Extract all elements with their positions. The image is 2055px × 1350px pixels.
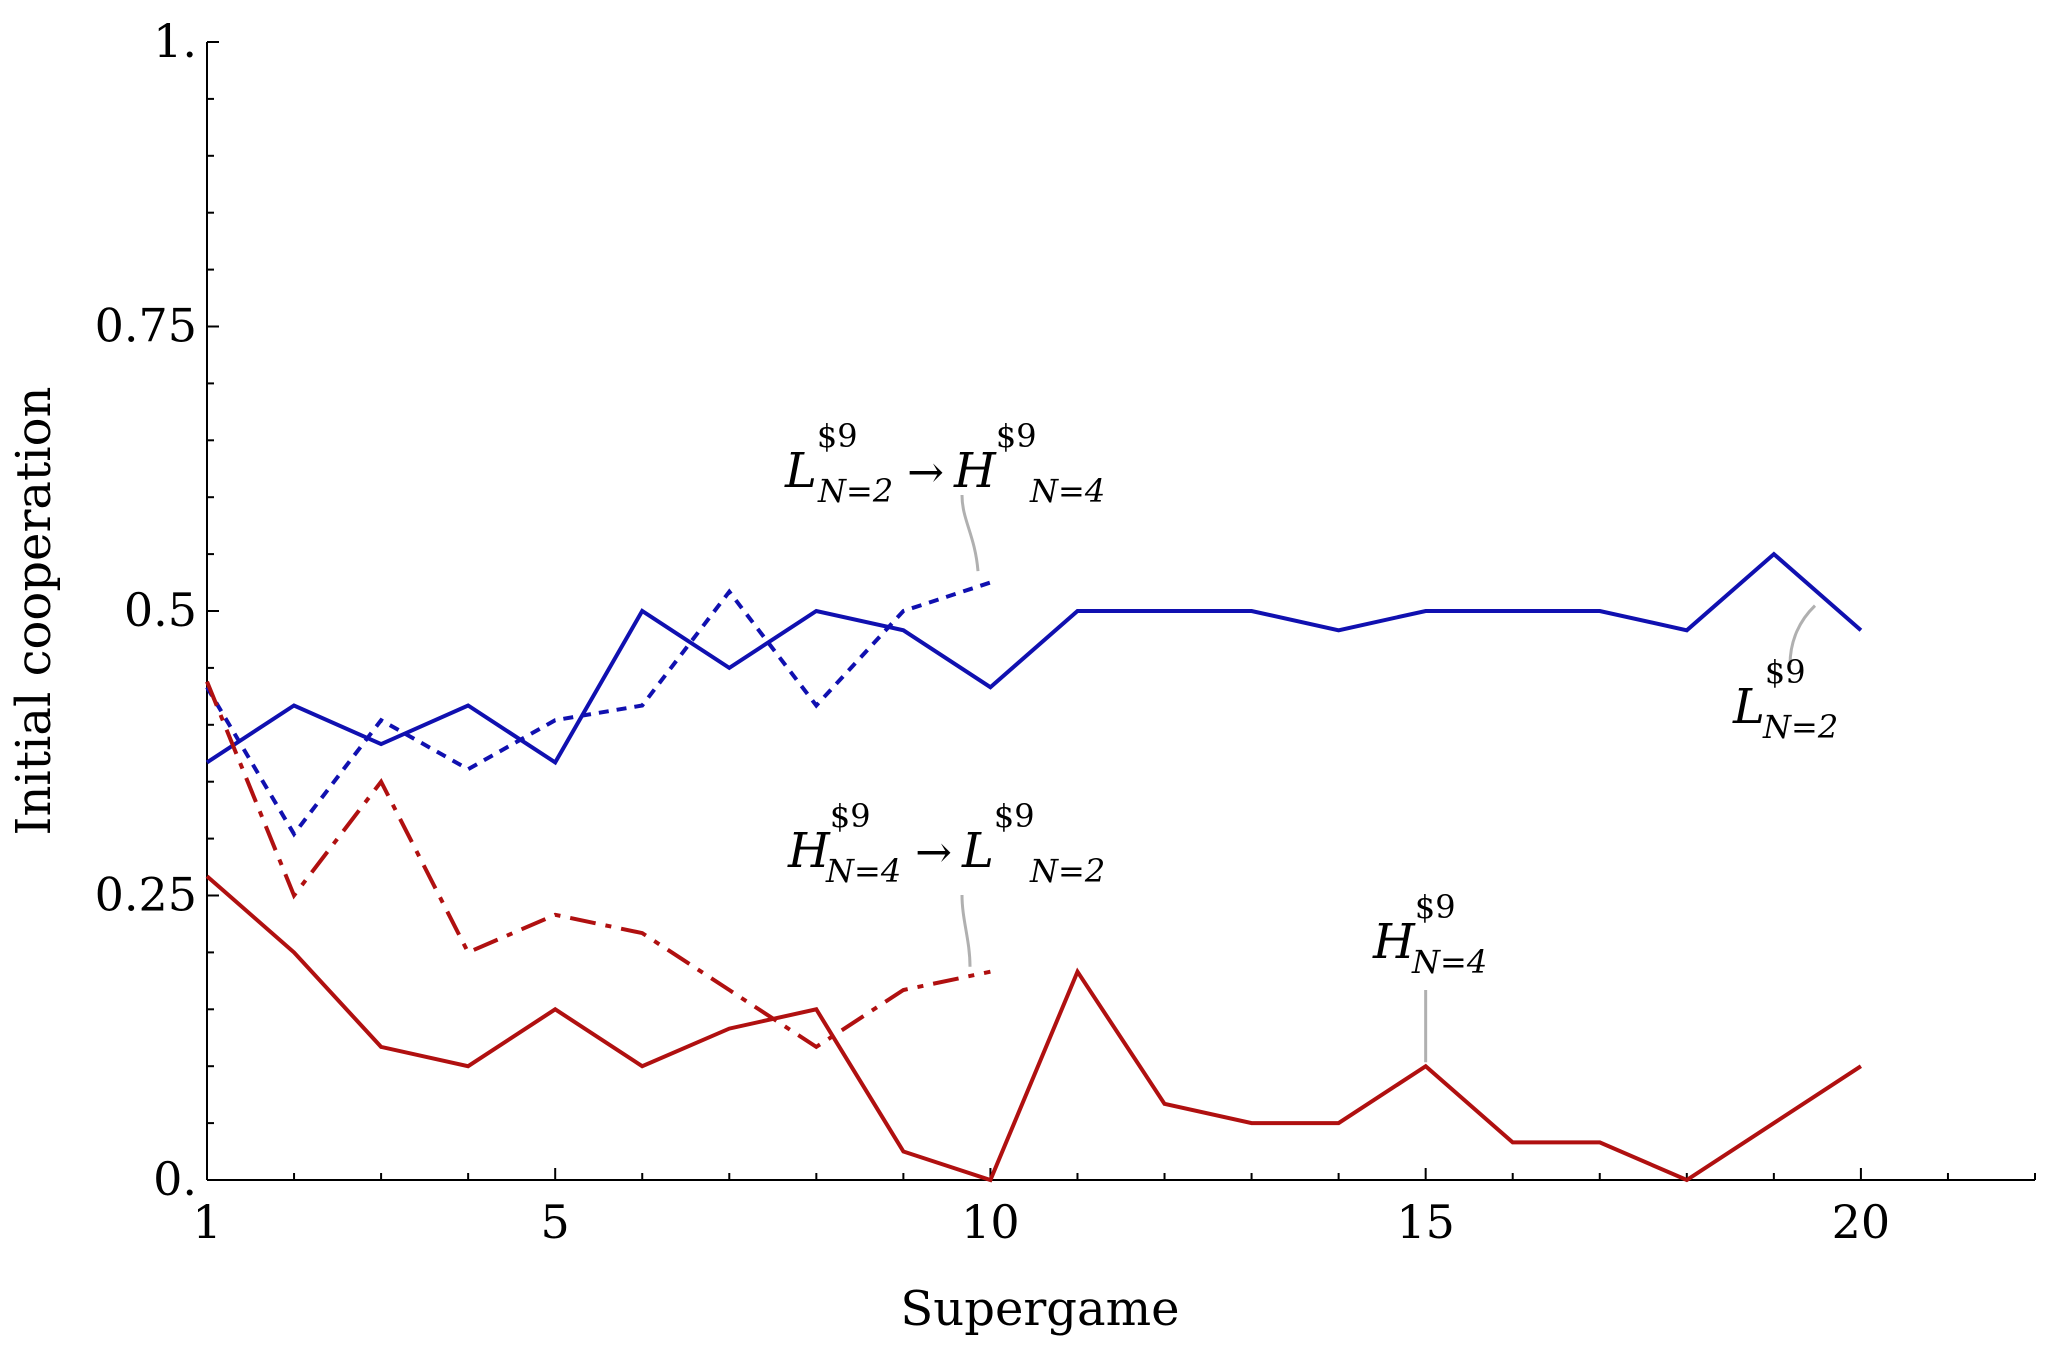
ann2-arrow: → [915,827,952,878]
x-tick-label: 10 [961,1195,1020,1249]
y-tick-label: 0.25 [95,868,197,922]
ticks: 1 5 10 15 200.0.250.50.751. [95,14,2036,1249]
leader-dashdot-red [960,894,972,967]
leader-solid-blue [1788,604,1817,666]
x-tick-label: 20 [1832,1195,1891,1249]
y-tick-label: 0.75 [95,299,197,353]
annotation-dashdot-red-label: H$9 N=4 → L$9 N=2 [787,797,1105,890]
series-red-solid [205,874,1862,1183]
x-tick-label: 1 [192,1195,221,1249]
x-axis-title: Supergame [900,1281,1179,1337]
ann2-sub2: N=2 [1029,852,1105,890]
ann1-sup2: $9 [996,417,1037,455]
ann2-main2: L [961,823,994,879]
leader-dotted-blue [960,494,980,572]
y-axis-title: Initial cooperation [6,387,62,836]
ann1-sub1: N=2 [817,472,893,510]
annotation-dotted-blue-label: L$9 N=2 → H$9 N=4 [784,417,1105,510]
ann1-sup1: $9 [817,417,858,455]
ann4-sub1: N=4 [1411,943,1487,981]
series-layer [205,551,1863,1183]
series-blue-dotted [205,580,992,838]
ann4-sup1: $9 [1415,888,1456,926]
ann2-sub1: N=4 [825,852,901,890]
ann2-main1: H [787,823,831,879]
ann3-sup1: $9 [1765,653,1806,691]
ann1-arrow: → [907,447,944,498]
y-tick-label: 1. [153,14,197,68]
ann3-sub1: N=2 [1762,708,1838,746]
y-tick-label: 0. [153,1152,197,1206]
annotation-solid-blue-label: L$9 N=2 [1732,653,1838,746]
ann3-main1: L [1732,679,1765,735]
series-red-dashdot [205,680,991,1050]
annotation-solid-red-label: H$9 N=4 [1372,888,1487,981]
annotation-leaders [960,494,1817,1063]
ann1-sub2: N=4 [1029,472,1105,510]
ann2-sup2: $9 [994,797,1035,835]
ann4-main1: H [1372,914,1416,970]
ann2-sup1: $9 [830,797,871,835]
series-blue-solid [205,551,1863,766]
y-tick-label: 0.5 [124,583,197,637]
ann1-main2: H [953,443,997,499]
ann1-main1: L [784,443,817,499]
x-tick-label: 15 [1396,1195,1455,1249]
x-tick-label: 5 [541,1195,570,1249]
